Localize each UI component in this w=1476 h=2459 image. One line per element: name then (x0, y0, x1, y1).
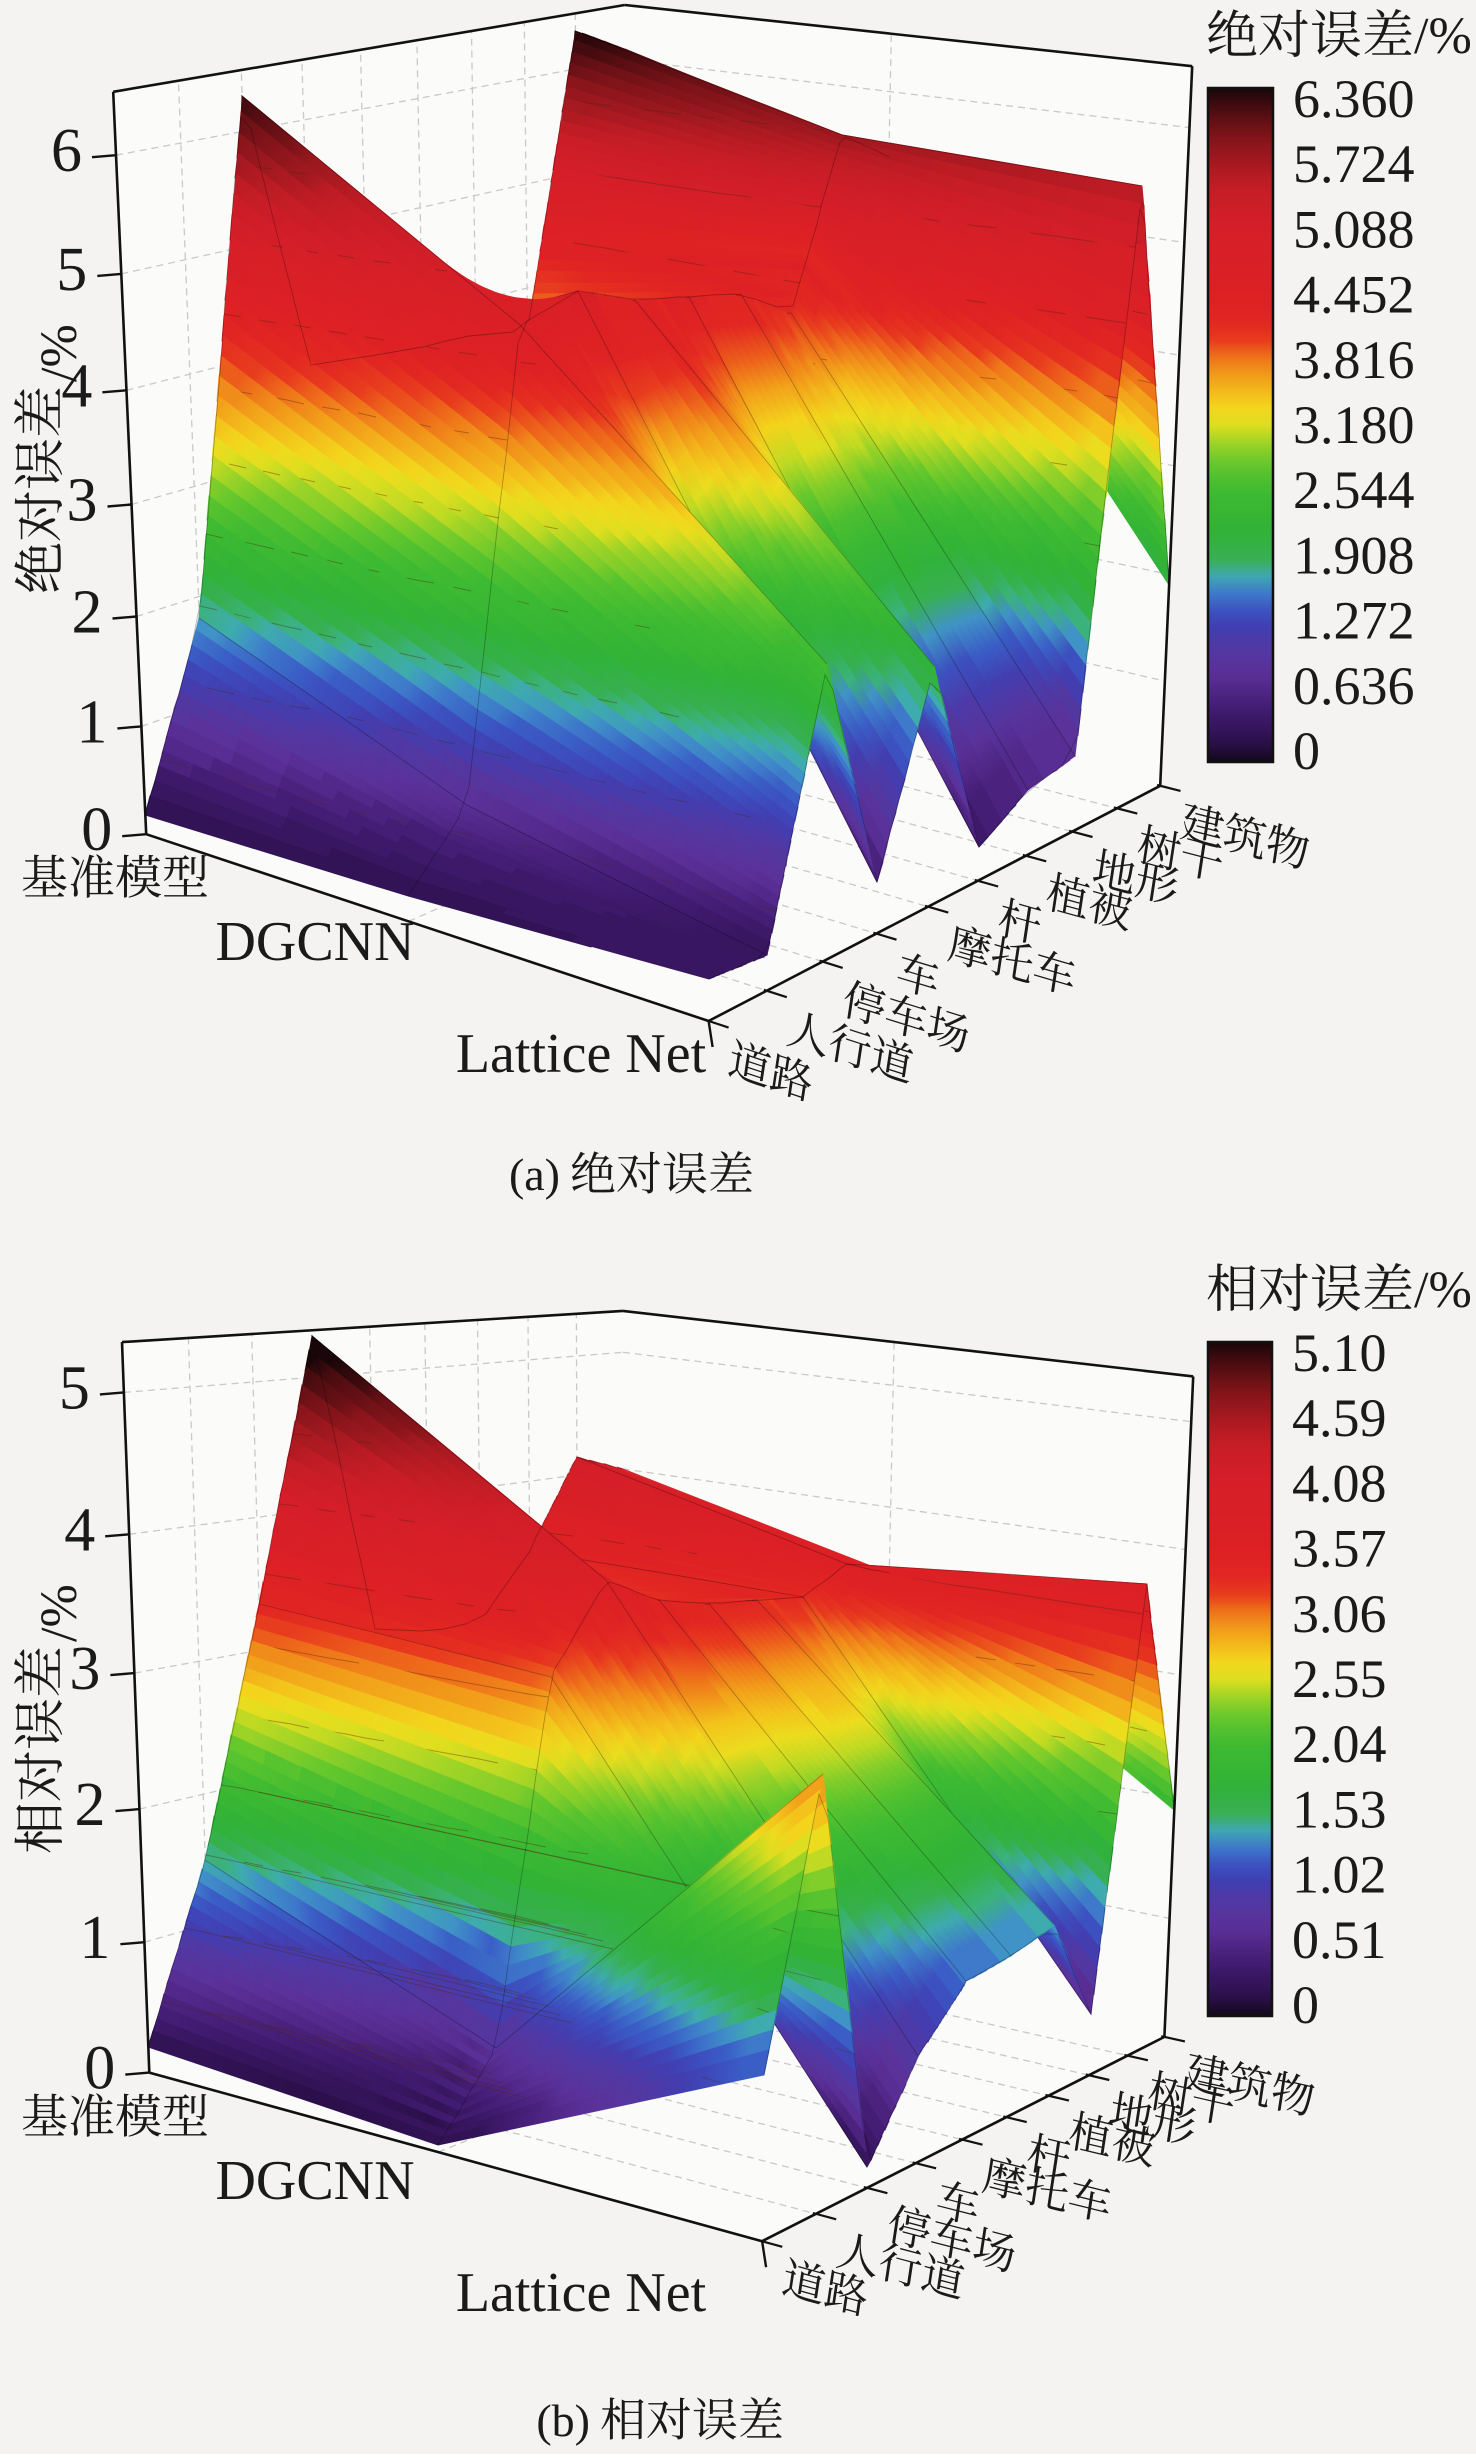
svg-text:1.02: 1.02 (1292, 1845, 1387, 1905)
svg-text:1.272: 1.272 (1293, 591, 1415, 651)
svg-text:1.53: 1.53 (1292, 1779, 1387, 1839)
svg-text:/%: /% (1414, 1262, 1472, 1319)
svg-text:5: 5 (56, 236, 87, 304)
svg-text:1: 1 (76, 688, 107, 756)
svg-text:DGCNN: DGCNN (215, 911, 414, 973)
svg-text:3: 3 (69, 1635, 100, 1703)
svg-text:6: 6 (51, 117, 82, 185)
svg-text:DGCNN: DGCNN (215, 2150, 414, 2212)
svg-text:2: 2 (75, 1771, 106, 1839)
svg-text:(a): (a) (509, 1149, 560, 1200)
svg-text:4.59: 4.59 (1292, 1388, 1387, 1448)
svg-text:3.180: 3.180 (1293, 395, 1415, 455)
svg-text:(b): (b) (536, 2395, 590, 2446)
svg-text:5.088: 5.088 (1293, 199, 1415, 259)
svg-text:0: 0 (84, 2035, 115, 2103)
svg-text:3.57: 3.57 (1292, 1519, 1387, 1579)
svg-text:6.360: 6.360 (1293, 69, 1415, 129)
svg-text:3.06: 3.06 (1292, 1584, 1387, 1644)
svg-text:4.452: 4.452 (1293, 265, 1415, 325)
svg-text:2.55: 2.55 (1292, 1649, 1387, 1709)
svg-text:3.816: 3.816 (1293, 330, 1415, 390)
svg-text:0.636: 0.636 (1293, 656, 1415, 716)
svg-text:4: 4 (61, 352, 92, 420)
svg-text:0: 0 (1293, 721, 1320, 781)
svg-text:/%: /% (31, 324, 88, 382)
svg-text:0: 0 (1292, 1975, 1319, 2035)
svg-text:2.04: 2.04 (1292, 1714, 1387, 1774)
svg-text:1: 1 (79, 1904, 110, 1972)
svg-text:1.908: 1.908 (1293, 525, 1415, 585)
svg-text:5.724: 5.724 (1293, 134, 1415, 194)
svg-text:3: 3 (67, 467, 98, 535)
svg-text:0: 0 (81, 796, 112, 864)
svg-text:2.544: 2.544 (1293, 460, 1415, 520)
svg-text:5.10: 5.10 (1292, 1323, 1387, 1383)
svg-text:/%: /% (1414, 8, 1472, 65)
svg-text:4.08: 4.08 (1292, 1453, 1387, 1513)
svg-text:2: 2 (72, 579, 103, 647)
svg-text:Lattice Net: Lattice Net (456, 2262, 707, 2324)
svg-text:0.51: 0.51 (1292, 1910, 1387, 1970)
svg-text:/%: /% (31, 1584, 88, 1642)
svg-text:5: 5 (59, 1354, 90, 1422)
svg-text:4: 4 (64, 1496, 95, 1564)
svg-text:Lattice Net: Lattice Net (456, 1023, 707, 1085)
